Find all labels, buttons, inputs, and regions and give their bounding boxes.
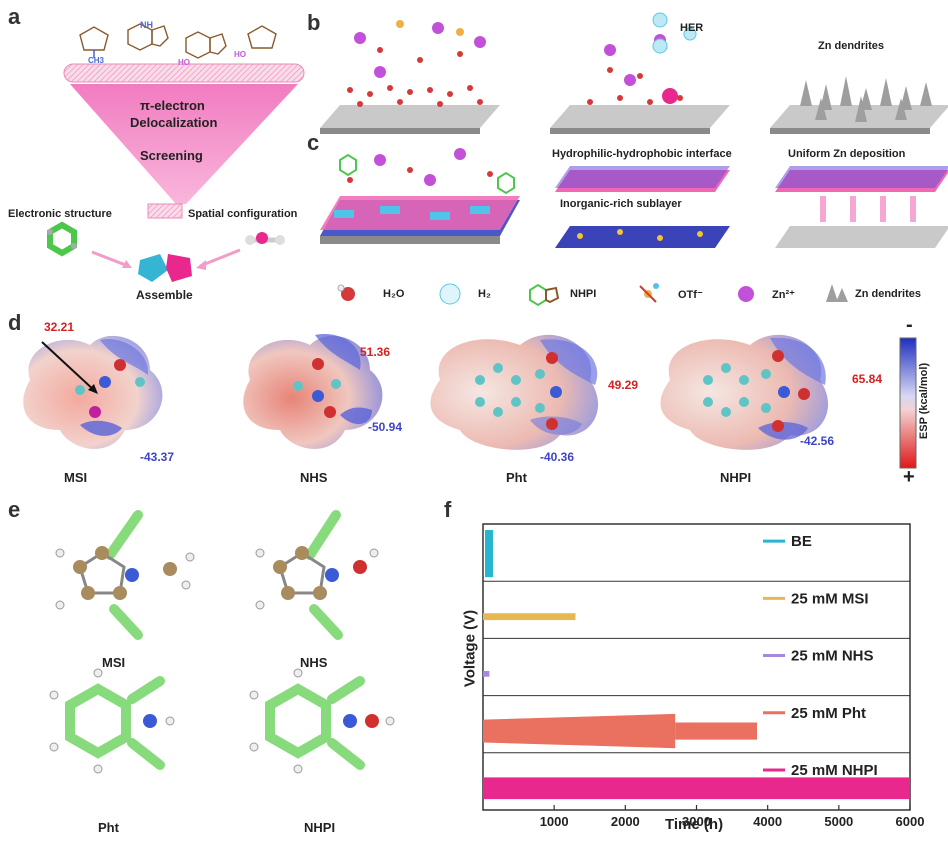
legend-label: BE bbox=[791, 533, 812, 550]
pht-neg-value: -40.36 bbox=[540, 450, 575, 464]
nhs-esp-label: NHS bbox=[300, 470, 328, 485]
msi-molecule-icon bbox=[79, 26, 109, 58]
interface-label: Hydrophilic-hydrophobic interface bbox=[552, 148, 732, 160]
msi-molecule-balls bbox=[75, 359, 145, 418]
msi-structure bbox=[55, 546, 195, 610]
nhpi-molecule-icon bbox=[185, 31, 227, 59]
nhpi-neg-value: -42.56 bbox=[800, 434, 835, 448]
voltage-chart: BE 25 mM MSI 25 mM NHS 25 mM Pht 25 mM NHPI 1… bbox=[482, 523, 924, 829]
nhs-pos-value: 51.36 bbox=[360, 345, 391, 359]
x-tick-label: 2000 bbox=[611, 814, 640, 829]
zn-ion-icon bbox=[738, 286, 754, 302]
panel-d-esp-maps bbox=[23, 334, 829, 450]
panel-e-label: e bbox=[8, 497, 21, 522]
zn-dendrites-label: Zn dendrites bbox=[818, 40, 885, 52]
panel-c-schematic bbox=[320, 148, 948, 248]
electronic-structure-label: Electronic structure bbox=[8, 208, 112, 220]
x-tick-label: 3000 bbox=[682, 814, 711, 829]
colorbar-title: ESP (kcal/mol) bbox=[918, 362, 930, 440]
panel-a-funnel bbox=[47, 23, 305, 282]
legend-label: 25 mM NHS bbox=[791, 648, 874, 665]
legend-otf: OTf⁻ bbox=[678, 289, 703, 301]
series-trace bbox=[483, 613, 576, 621]
funnel-text-1: π-electron bbox=[140, 98, 205, 113]
legend-h2o: H₂O bbox=[383, 288, 405, 300]
spatial-configuration-label: Spatial configuration bbox=[188, 208, 298, 220]
x-tick-label: 5000 bbox=[824, 814, 853, 829]
panel-b-schematic bbox=[320, 12, 948, 134]
x-axis-label: Time (h) bbox=[665, 816, 724, 833]
assembled-pieces-icon bbox=[138, 254, 192, 282]
nhpi-pos-value: 65.84 bbox=[852, 372, 883, 386]
panel-f-label: f bbox=[444, 497, 452, 522]
legend-label: 25 mM MSI bbox=[791, 590, 869, 607]
mol-label-ch3: CH3 bbox=[88, 56, 105, 65]
pht-structure bbox=[49, 668, 175, 774]
msi-pos-value: 32.21 bbox=[44, 320, 75, 334]
mol-label-nh: NH bbox=[140, 20, 153, 30]
series-trace bbox=[483, 777, 910, 800]
legend-h2: H₂ bbox=[478, 288, 491, 300]
panel-e-structures bbox=[49, 510, 395, 774]
phthalimide-molecule-icon bbox=[127, 23, 169, 51]
sublayer-label: Inorganic-rich sublayer bbox=[560, 198, 682, 210]
her-label: HER bbox=[680, 22, 704, 34]
panel-d-label: d bbox=[8, 310, 22, 335]
spatial-molecule-icon bbox=[245, 232, 285, 245]
esp-colorbar bbox=[899, 337, 917, 469]
pht-structure-label: Pht bbox=[98, 820, 119, 835]
series-trace bbox=[483, 713, 676, 749]
nhpi-icon bbox=[529, 283, 560, 307]
legend-label: 25 mM Pht bbox=[791, 705, 866, 722]
mol-label-ho2: HO bbox=[234, 50, 246, 59]
uniform-deposition-label: Uniform Zn deposition bbox=[788, 148, 906, 160]
panel-c-label: c bbox=[307, 130, 320, 155]
nhpi-structure bbox=[249, 668, 395, 774]
series-trace bbox=[483, 671, 490, 677]
zn-dendrites-icon bbox=[826, 284, 848, 302]
nhs-molecule-icon bbox=[247, 25, 277, 49]
panel-b-label: b bbox=[307, 10, 321, 35]
x-tick-label: 6000 bbox=[896, 814, 925, 829]
h2-icon bbox=[439, 283, 461, 305]
legend-icons bbox=[337, 283, 848, 307]
msi-esp-label: MSI bbox=[64, 470, 88, 485]
legend-zn-ion: Zn²⁺ bbox=[772, 289, 795, 301]
nhpi-structure-label: NHPI bbox=[304, 820, 336, 835]
nhpi-esp-label: NHPI bbox=[720, 470, 752, 485]
x-tick-label: 4000 bbox=[753, 814, 782, 829]
h2o-icon bbox=[337, 284, 355, 301]
nhs-structure-label: NHS bbox=[300, 655, 328, 670]
series-trace bbox=[485, 530, 493, 578]
panel-a-label: a bbox=[8, 4, 21, 29]
legend-zn-dendrites: Zn dendrites bbox=[855, 288, 922, 300]
colorbar-bottom-sign: + bbox=[903, 466, 915, 488]
nhs-structure bbox=[255, 546, 379, 610]
funnel-text-3: Screening bbox=[140, 148, 203, 163]
y-axis-label: Voltage (V) bbox=[461, 609, 479, 688]
legend-nhpi: NHPI bbox=[570, 288, 597, 300]
assemble-label: Assemble bbox=[136, 288, 193, 302]
legend-label: 25 mM NHPI bbox=[791, 762, 878, 779]
mol-label-ho1: HO bbox=[178, 58, 190, 67]
nhs-neg-value: -50.94 bbox=[368, 420, 403, 434]
otf-icon bbox=[639, 283, 659, 303]
colorbar-top-sign: - bbox=[906, 314, 913, 336]
benzene-icon bbox=[47, 221, 77, 257]
pht-esp-label: Pht bbox=[506, 470, 527, 485]
msi-neg-value: -43.37 bbox=[140, 450, 175, 464]
series-trace bbox=[675, 722, 757, 740]
x-tick-label: 1000 bbox=[540, 814, 569, 829]
funnel-text-2: Delocalization bbox=[130, 115, 218, 130]
msi-structure-label: MSI bbox=[102, 655, 126, 670]
pht-pos-value: 49.29 bbox=[608, 378, 639, 392]
